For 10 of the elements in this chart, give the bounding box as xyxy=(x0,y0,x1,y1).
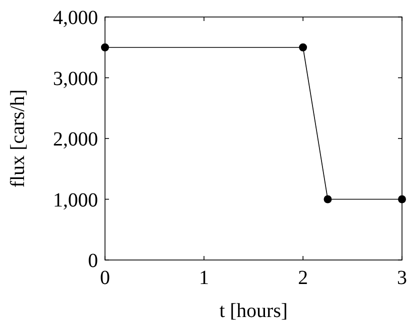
y-tick-label: 3,000 xyxy=(53,68,98,90)
x-axis-title: t [hours] xyxy=(219,300,288,322)
y-tick-label: 1,000 xyxy=(53,189,98,212)
y-tick-label: 4,000 xyxy=(53,7,98,29)
x-tick-label: 1 xyxy=(199,267,209,289)
y-axis-title: flux [cars/h] xyxy=(7,89,29,188)
x-tick-label: 3 xyxy=(397,267,407,289)
y-tick-label: 2,000 xyxy=(53,128,98,150)
x-tick-label: 2 xyxy=(298,267,308,289)
y-tick-label: 0 xyxy=(88,250,98,272)
